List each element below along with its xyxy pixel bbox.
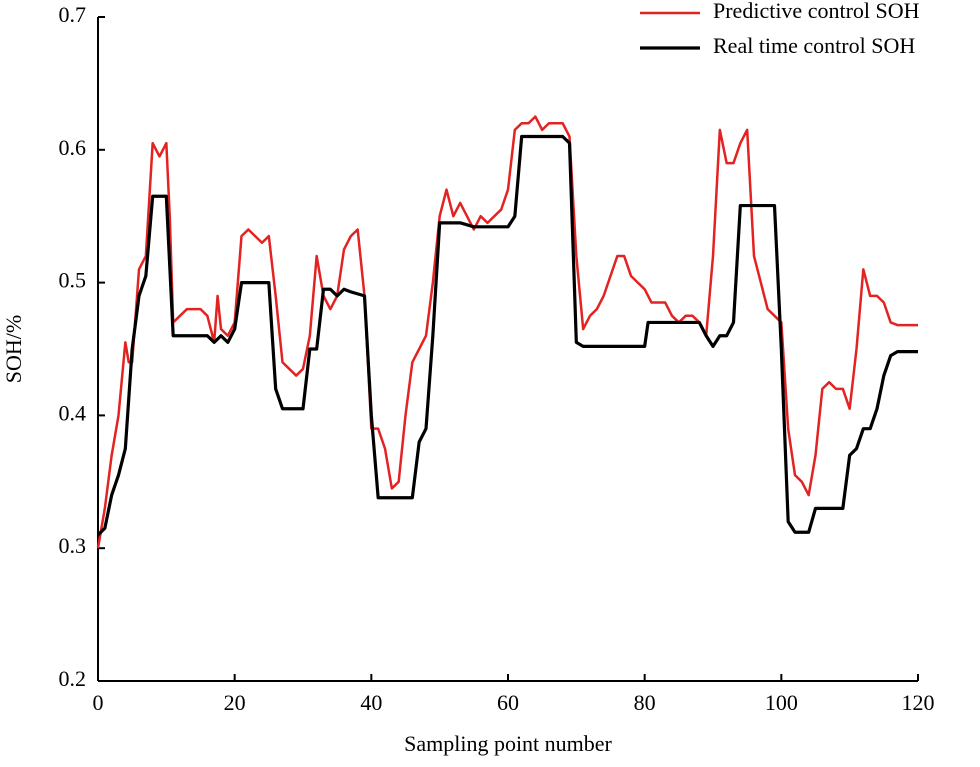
y-tick-label: 0.5 — [59, 268, 87, 293]
x-tick-label: 80 — [634, 690, 656, 715]
x-tick-label: 40 — [360, 690, 382, 715]
series-line — [96, 115, 918, 549]
x-tick-label: 60 — [497, 690, 519, 715]
y-tick-label: 0.4 — [59, 400, 87, 425]
legend-label: Predictive control SOH — [713, 0, 920, 23]
y-tick-label: 0.6 — [59, 135, 87, 160]
legend-label: Real time control SOH — [713, 33, 915, 58]
y-tick-label: 0.3 — [59, 533, 87, 558]
x-tick-label: 100 — [765, 690, 798, 715]
y-tick-label: 0.2 — [59, 666, 87, 691]
x-tick-label: 0 — [93, 690, 104, 715]
y-tick-label: 0.7 — [59, 2, 87, 27]
y-axis-label: SOH/% — [1, 315, 26, 383]
x-tick-label: 120 — [902, 690, 935, 715]
x-tick-label: 20 — [224, 690, 246, 715]
x-axis-label: Sampling point number — [404, 731, 612, 756]
series-line — [96, 134, 918, 537]
